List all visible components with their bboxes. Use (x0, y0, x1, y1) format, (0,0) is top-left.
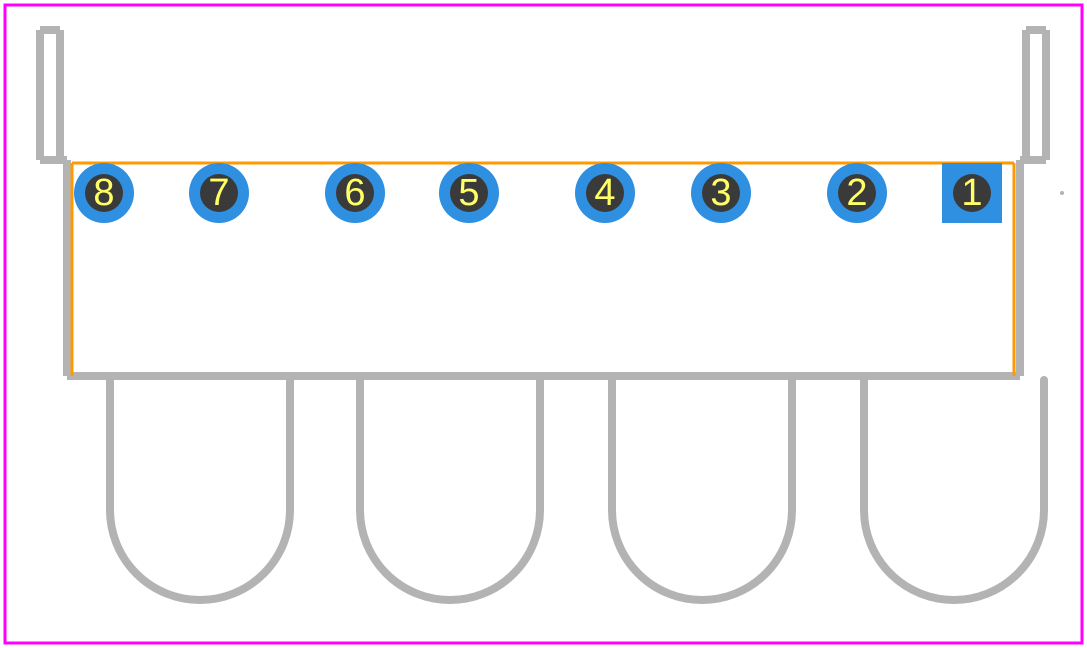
pad-2-label: 2 (846, 172, 867, 214)
pcb-footprint-diagram: 1 2 3 4 5 6 7 8 (0, 0, 1087, 648)
pad-1-label: 1 (961, 172, 982, 214)
pad-3-label: 3 (710, 172, 731, 214)
pad-7-label: 7 (208, 172, 229, 214)
background (0, 0, 1087, 648)
pad-5-label: 5 (458, 172, 479, 214)
pad-3: 3 (691, 163, 751, 223)
pad-2: 2 (827, 163, 887, 223)
pad-4: 4 (575, 163, 635, 223)
pad-6: 6 (325, 163, 385, 223)
pad-5: 5 (439, 163, 499, 223)
pad-6-label: 6 (344, 172, 365, 214)
pad-8: 8 (74, 163, 134, 223)
pad-7: 7 (189, 163, 249, 223)
pad-4-label: 4 (594, 172, 615, 214)
pad-1: 1 (942, 163, 1002, 223)
pin1-marker-dot (1060, 191, 1064, 195)
pad-8-label: 8 (93, 172, 114, 214)
